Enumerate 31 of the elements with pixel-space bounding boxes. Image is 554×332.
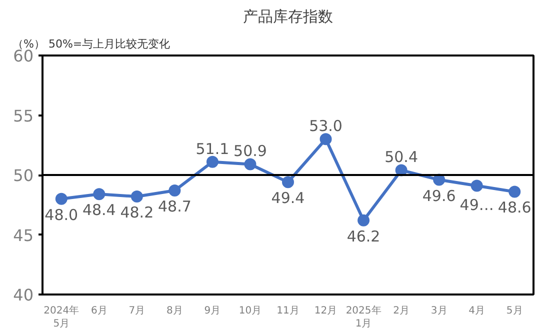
x-tick-label: 7月 [128, 306, 146, 316]
data-label: 53.0 [309, 117, 342, 136]
data-label: 49.4 [271, 189, 305, 208]
x-tick-label: 2025年 1月 [346, 304, 382, 330]
x-tick-label: 2024年 5月 [44, 304, 80, 330]
x-tick-label: 2月 [393, 306, 410, 316]
data-label: 51.1 [196, 140, 230, 158]
y-tick-label: 50 [13, 166, 34, 185]
x-tick-label: 4月 [468, 306, 486, 316]
data-label: 48.0 [44, 206, 78, 224]
data-label: 49.6 [422, 186, 456, 205]
data-label: 48.7 [158, 198, 192, 216]
y-tick-label: 55 [13, 106, 34, 126]
x-tick-label: 10月 [238, 306, 262, 316]
x-tick-label: 8月 [166, 306, 183, 316]
data-label: 46.2 [346, 227, 380, 246]
y-tick-label: 45 [13, 226, 34, 245]
x-tick-label: 5月 [506, 306, 523, 316]
data-label: 50.9 [234, 142, 267, 160]
data-label: 50.4 [384, 148, 418, 166]
data-label: 48.4 [82, 201, 116, 220]
x-tick-label: 12月 [314, 306, 338, 316]
x-tick-label: 11月 [276, 306, 300, 316]
x-tick-label: 9月 [204, 306, 221, 316]
data-label: 48.2 [120, 204, 154, 222]
y-tick-label: 40 [13, 286, 34, 304]
x-tick-label: 6月 [90, 306, 108, 316]
chart-title: 产品库存指数 [243, 8, 333, 26]
x-tick-label: 3月 [430, 306, 448, 316]
data-label: 48.6 [498, 198, 532, 217]
data-label: 49… [460, 196, 494, 214]
